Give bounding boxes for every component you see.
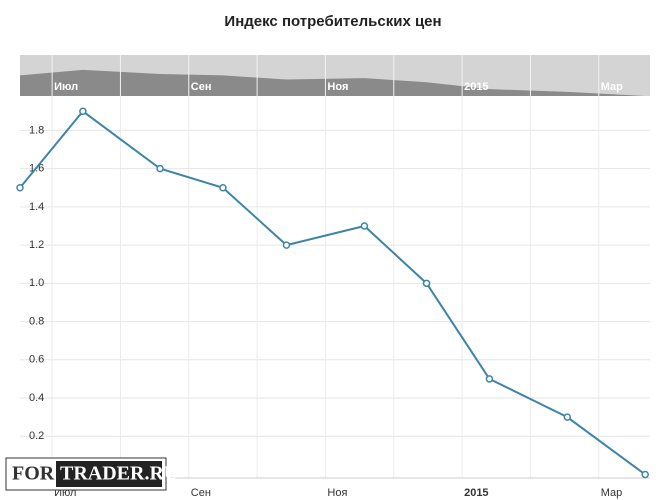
point [219, 184, 227, 192]
point [563, 413, 572, 421]
point [422, 279, 431, 288]
y-tick-label: 1.0 [29, 277, 44, 289]
point [79, 107, 87, 116]
x-tick-label: Ноя [327, 487, 347, 499]
point [360, 222, 369, 230]
y-tick-label: 0.4 [29, 392, 44, 404]
watermark: FOR TRADER.RU [5, 457, 178, 491]
y-tick-label: 1.2 [29, 239, 44, 251]
chart-title: Индекс потребительских цен [224, 13, 441, 30]
y-tick-label: 0.2 [29, 430, 44, 442]
watermark-text: TRADER.RU [60, 463, 178, 485]
navigator-label: Сен [191, 81, 212, 93]
line [19, 109, 646, 476]
y-tick-label: 1.4 [29, 201, 44, 213]
x-tick-label: Сен [191, 487, 211, 499]
watermark-text: FOR [12, 463, 55, 485]
watermark-box-dark [56, 461, 162, 487]
point [641, 470, 649, 479]
x-tick-label: Мар [601, 487, 623, 499]
navigator-label: Ноя [327, 81, 348, 93]
navigator-area [20, 69, 650, 96]
navigator-label: Мар [601, 81, 623, 93]
point [16, 184, 24, 192]
point [282, 241, 291, 249]
y-tick-label: 1.8 [29, 124, 44, 136]
x-tick-label: 2015 [464, 487, 488, 499]
navigator-label: Июл [54, 81, 78, 93]
point [485, 375, 494, 383]
y-tick-label: 0.8 [29, 315, 44, 327]
point [156, 164, 164, 173]
navigator-label: 2015 [464, 81, 488, 93]
y-tick-label: 0.6 [29, 354, 44, 366]
